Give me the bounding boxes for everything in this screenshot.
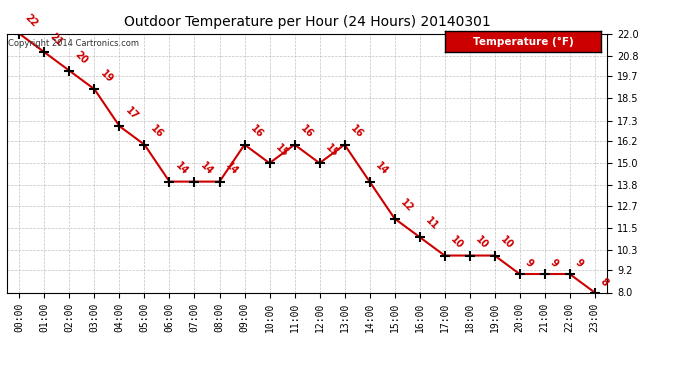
Text: 10: 10 xyxy=(498,234,515,251)
Text: 9: 9 xyxy=(549,258,560,269)
Text: 15: 15 xyxy=(273,142,290,159)
Text: 10: 10 xyxy=(448,234,465,251)
Text: 16: 16 xyxy=(298,123,315,140)
Title: Outdoor Temperature per Hour (24 Hours) 20140301: Outdoor Temperature per Hour (24 Hours) … xyxy=(124,15,491,28)
Text: 22: 22 xyxy=(23,12,40,29)
Text: 12: 12 xyxy=(398,197,415,214)
Text: Copyright 2014 Cartronics.com: Copyright 2014 Cartronics.com xyxy=(8,39,139,48)
Text: 9: 9 xyxy=(573,258,585,269)
Text: 11: 11 xyxy=(424,216,440,232)
Text: 8: 8 xyxy=(598,276,611,288)
Text: 16: 16 xyxy=(348,123,365,140)
Text: 15: 15 xyxy=(324,142,340,159)
Text: 9: 9 xyxy=(524,258,535,269)
Text: 14: 14 xyxy=(224,160,240,177)
Text: 10: 10 xyxy=(473,234,490,251)
Text: 17: 17 xyxy=(124,105,140,122)
Text: 19: 19 xyxy=(98,68,115,85)
Text: 21: 21 xyxy=(48,31,65,48)
Text: 16: 16 xyxy=(148,123,165,140)
Text: 14: 14 xyxy=(173,160,190,177)
Text: 14: 14 xyxy=(373,160,390,177)
Text: 16: 16 xyxy=(248,123,265,140)
Text: 20: 20 xyxy=(73,50,90,66)
Text: 14: 14 xyxy=(198,160,215,177)
